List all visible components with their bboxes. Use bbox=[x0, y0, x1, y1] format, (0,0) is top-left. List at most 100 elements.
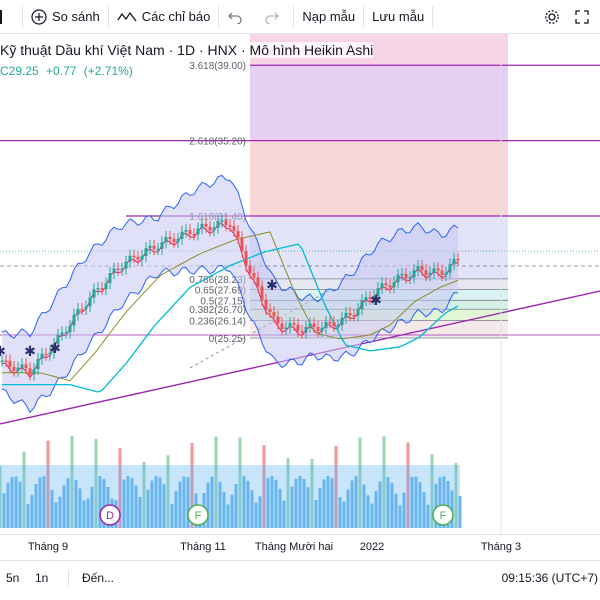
volume-bar[interactable] bbox=[382, 436, 386, 528]
volume-bar[interactable] bbox=[426, 504, 430, 528]
candle[interactable] bbox=[252, 273, 256, 278]
volume-bar[interactable] bbox=[358, 437, 362, 528]
candle[interactable] bbox=[212, 227, 216, 231]
range-5d-button[interactable]: 5n bbox=[6, 571, 20, 585]
volume-bar[interactable] bbox=[154, 476, 158, 528]
candle[interactable] bbox=[104, 283, 108, 289]
candle[interactable] bbox=[144, 248, 148, 256]
candle[interactable] bbox=[52, 343, 56, 353]
volume-bar[interactable] bbox=[82, 500, 86, 528]
candle[interactable] bbox=[0, 360, 4, 363]
cross-marker-icon[interactable]: ✱ bbox=[370, 293, 382, 309]
indicators-button[interactable]: Các chỉ báo bbox=[109, 0, 219, 34]
volume-bar[interactable] bbox=[242, 476, 246, 528]
volume-bar[interactable] bbox=[6, 482, 10, 528]
volume-bar[interactable] bbox=[322, 479, 326, 528]
candle[interactable] bbox=[196, 228, 200, 235]
event-marker[interactable] bbox=[99, 504, 121, 526]
volume-bar[interactable] bbox=[290, 486, 294, 528]
volume-bar[interactable] bbox=[294, 478, 298, 528]
candle[interactable] bbox=[180, 231, 184, 239]
volume-bar[interactable] bbox=[378, 481, 382, 528]
volume-bar[interactable] bbox=[162, 484, 166, 528]
candle[interactable] bbox=[408, 277, 412, 279]
volume-bar[interactable] bbox=[438, 477, 442, 528]
candle[interactable] bbox=[188, 230, 192, 235]
candle[interactable] bbox=[328, 321, 332, 324]
candle[interactable] bbox=[168, 237, 172, 239]
volume-bar[interactable] bbox=[286, 458, 290, 528]
volume-bar[interactable] bbox=[390, 483, 394, 528]
candle[interactable] bbox=[108, 273, 112, 284]
candle[interactable] bbox=[432, 268, 436, 273]
candle[interactable] bbox=[100, 288, 104, 290]
volume-bar[interactable] bbox=[334, 445, 338, 528]
volume-bar[interactable] bbox=[366, 495, 370, 528]
candle[interactable] bbox=[452, 258, 456, 265]
candle[interactable] bbox=[456, 258, 460, 261]
candle[interactable] bbox=[268, 309, 272, 313]
volume-bar[interactable] bbox=[58, 496, 62, 528]
volume-bar[interactable] bbox=[190, 443, 194, 528]
candle[interactable] bbox=[280, 323, 284, 330]
candle[interactable] bbox=[204, 223, 208, 227]
candle[interactable] bbox=[148, 245, 152, 249]
candle[interactable] bbox=[72, 314, 76, 326]
candle[interactable] bbox=[300, 331, 304, 333]
volume-bar[interactable] bbox=[14, 476, 18, 528]
volume-bar[interactable] bbox=[26, 504, 30, 528]
candle[interactable] bbox=[136, 256, 140, 260]
volume-bar[interactable] bbox=[22, 451, 26, 528]
volume-bar[interactable] bbox=[210, 476, 214, 528]
volume-bar[interactable] bbox=[326, 476, 330, 528]
candle[interactable] bbox=[20, 364, 24, 368]
compare-button[interactable]: So sánh bbox=[23, 0, 108, 34]
volume-bar[interactable] bbox=[434, 483, 438, 528]
candle[interactable] bbox=[440, 270, 444, 276]
volume-bar[interactable] bbox=[134, 485, 138, 528]
candle[interactable] bbox=[312, 323, 316, 327]
candle[interactable] bbox=[16, 367, 20, 371]
volume-bar[interactable] bbox=[262, 445, 266, 528]
candle[interactable] bbox=[140, 255, 144, 260]
candle[interactable] bbox=[152, 245, 156, 250]
volume-bar[interactable] bbox=[158, 477, 162, 528]
volume-bar[interactable] bbox=[34, 484, 38, 528]
candle[interactable] bbox=[208, 226, 212, 231]
candle[interactable] bbox=[288, 323, 292, 328]
candle[interactable] bbox=[228, 225, 232, 227]
candle[interactable] bbox=[388, 285, 392, 288]
candle[interactable] bbox=[340, 317, 344, 325]
volume-bar[interactable] bbox=[446, 480, 450, 528]
volume-bar[interactable] bbox=[342, 501, 346, 528]
volume-bar[interactable] bbox=[66, 478, 70, 528]
candle[interactable] bbox=[28, 368, 32, 375]
volume-bar[interactable] bbox=[398, 505, 402, 528]
volume-bar[interactable] bbox=[442, 476, 446, 528]
volume-bar[interactable] bbox=[150, 480, 154, 528]
candle[interactable] bbox=[80, 308, 84, 311]
volume-bar[interactable] bbox=[74, 479, 78, 528]
candle[interactable] bbox=[424, 270, 428, 276]
candle[interactable] bbox=[240, 237, 244, 251]
volume-bar[interactable] bbox=[346, 489, 350, 528]
load-template-button[interactable]: Nạp mẫu bbox=[294, 0, 363, 34]
candle[interactable] bbox=[304, 327, 308, 333]
candle[interactable] bbox=[116, 268, 120, 271]
volume-bar[interactable] bbox=[454, 462, 458, 528]
volume-bar[interactable] bbox=[18, 481, 22, 528]
candle[interactable] bbox=[164, 237, 168, 243]
volume-bar[interactable] bbox=[306, 487, 310, 528]
volume-bar[interactable] bbox=[126, 476, 130, 528]
volume-bar[interactable] bbox=[414, 476, 418, 528]
volume-bar[interactable] bbox=[230, 494, 234, 528]
volume-bar[interactable] bbox=[258, 496, 262, 528]
volume-bar[interactable] bbox=[270, 476, 274, 528]
volume-bar[interactable] bbox=[142, 462, 146, 528]
volume-bar[interactable] bbox=[282, 500, 286, 528]
volume-bar[interactable] bbox=[458, 496, 462, 528]
cross-marker-icon[interactable]: ✱ bbox=[24, 344, 36, 360]
volume-bar[interactable] bbox=[218, 481, 222, 528]
moving-average-line[interactable] bbox=[2, 243, 459, 393]
volume-bar[interactable] bbox=[350, 480, 354, 528]
